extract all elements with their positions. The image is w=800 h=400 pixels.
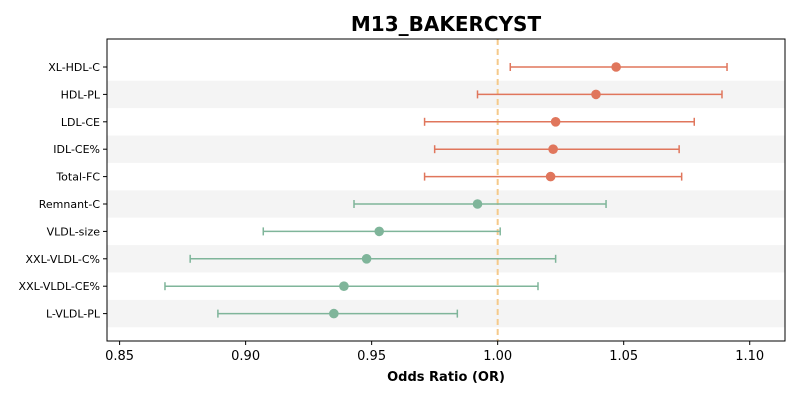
forest-row-idl-ce-: [433, 144, 680, 154]
forest-row-hdl-pl: [476, 89, 723, 100]
forest-row-xxl-vldl-c-: [189, 253, 557, 264]
or-point: [591, 89, 601, 100]
forest-row-ldl-ce: [423, 117, 696, 127]
y-tick-label: Total-FC: [55, 171, 100, 184]
forest-row-total-fc: [423, 171, 683, 182]
y-tick-label: IDL-CE%: [53, 143, 100, 156]
x-tick-label: 0.90: [231, 349, 260, 364]
x-tick-label: 0.95: [357, 349, 386, 364]
forest-row-vldl-size: [262, 226, 501, 237]
x-axis-label: Odds Ratio (OR): [387, 370, 505, 385]
y-tick-label: XXL-VLDL-C%: [26, 253, 101, 266]
y-tick-label: Remnant-C: [39, 198, 101, 211]
data-marks: [164, 62, 728, 319]
or-point: [374, 226, 385, 237]
y-tick-label: XXL-VLDL-CE%: [19, 280, 100, 293]
or-point: [472, 199, 483, 209]
forest-row-xxl-vldl-ce-: [164, 281, 539, 292]
or-point: [611, 62, 621, 72]
y-tick-label: LDL-CE: [61, 116, 100, 129]
forest-row-remnant-c: [353, 199, 607, 209]
forest-row-l-vldl-pl: [217, 308, 459, 319]
x-tick-label: 1.10: [735, 349, 764, 364]
chart-title: M13_BAKERCYST: [351, 12, 542, 36]
or-point: [361, 253, 372, 264]
or-point: [339, 281, 349, 292]
or-point: [329, 308, 339, 319]
y-tick-label: L-VLDL-PL: [46, 308, 101, 321]
y-tick-label: VLDL-size: [47, 225, 101, 238]
y-tick-label: HDL-PL: [61, 88, 101, 101]
or-point: [550, 117, 561, 127]
plot-frame: [106, 38, 786, 342]
or-point: [545, 171, 556, 182]
forest-row-xl-hdl-c: [509, 62, 728, 72]
or-point: [548, 144, 558, 154]
x-tick-label: 1.05: [609, 349, 638, 364]
x-axis: 0.85 0.90 0.95 1.00 1.05 1.10: [105, 341, 764, 364]
y-axis: XL-HDL-C HDL-PL LDL-CE IDL-CE% Total-FC Remna…: [19, 61, 107, 321]
x-tick-label: 0.85: [105, 349, 134, 364]
y-tick-label: XL-HDL-C: [48, 61, 100, 74]
x-tick-label: 1.00: [483, 349, 512, 364]
